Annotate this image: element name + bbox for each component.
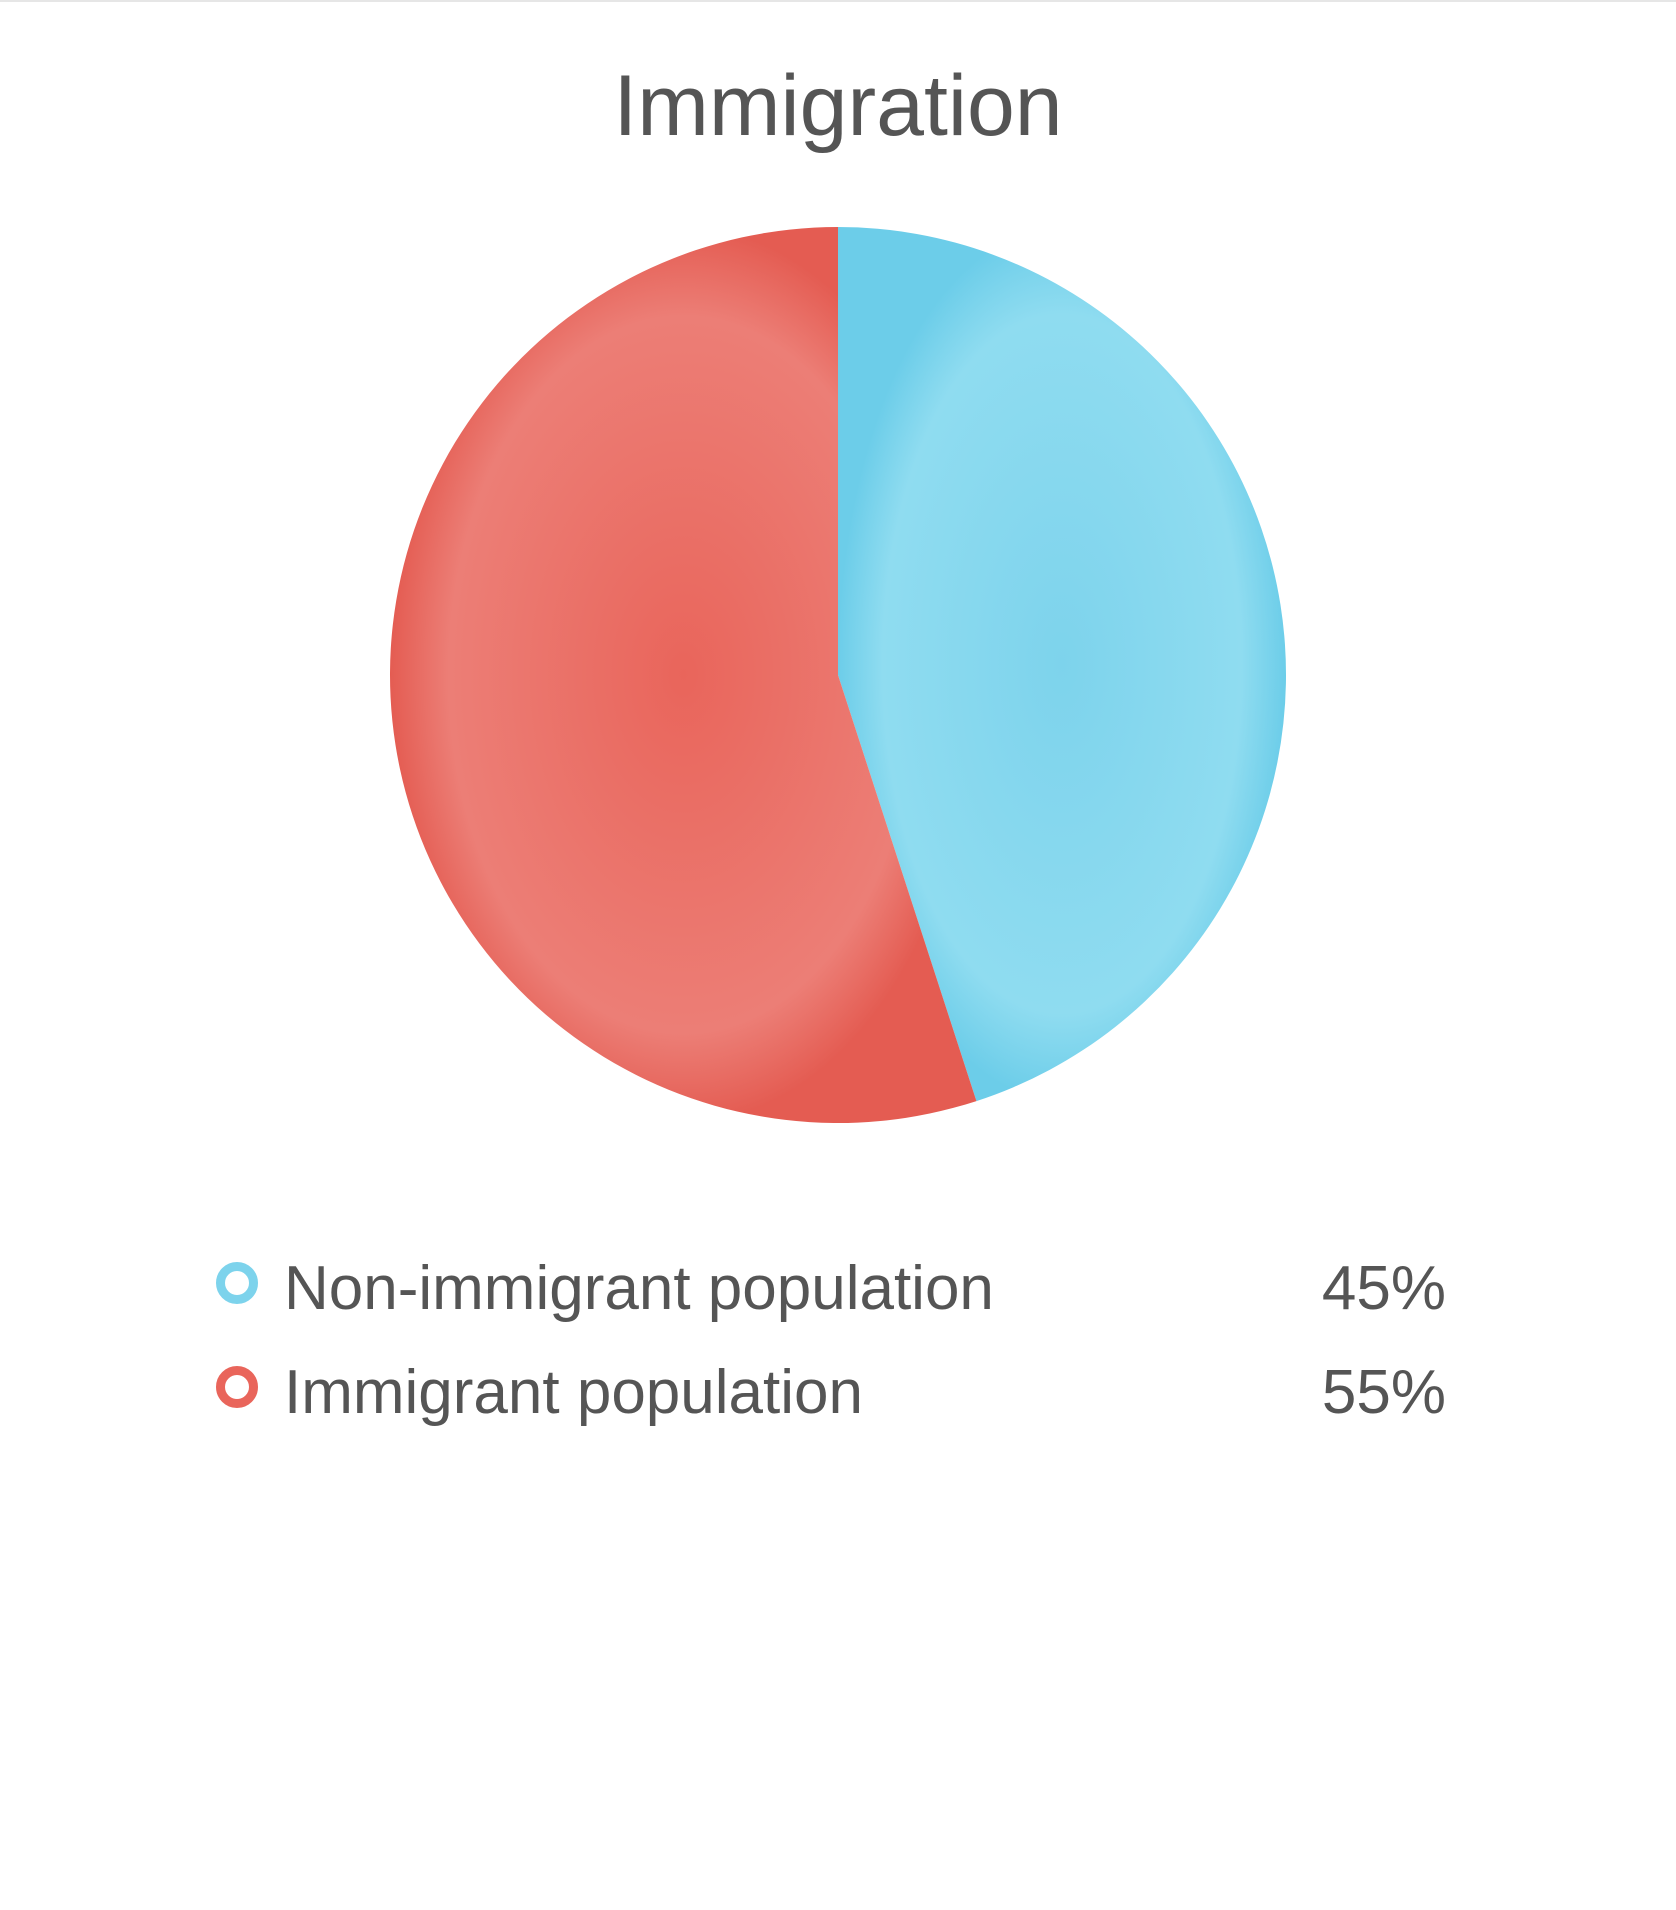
chart-legend: Non-immigrant population 45% Immigrant p… [216,1236,1446,1444]
legend-marker-icon [216,1262,258,1304]
legend-marker-icon [216,1366,258,1408]
legend-value: 55% [1321,1357,1446,1427]
legend-item-immigrant[interactable]: Immigrant population 55% [216,1340,1446,1444]
pie-chart-area [390,227,1287,1123]
chart-title: Immigration [613,58,1063,154]
top-divider [0,0,1676,2]
pie-slice-immigrant-population[interactable] [390,227,977,1123]
legend-item-non-immigrant[interactable]: Non-immigrant population 45% [216,1236,1446,1340]
legend-value: 45% [1321,1253,1446,1323]
pie-chart [390,227,1287,1123]
legend-label: Non-immigrant population [284,1253,994,1323]
pie-slice-non-immigrant-population[interactable] [838,227,1287,1102]
legend-label: Immigrant population [284,1357,863,1427]
